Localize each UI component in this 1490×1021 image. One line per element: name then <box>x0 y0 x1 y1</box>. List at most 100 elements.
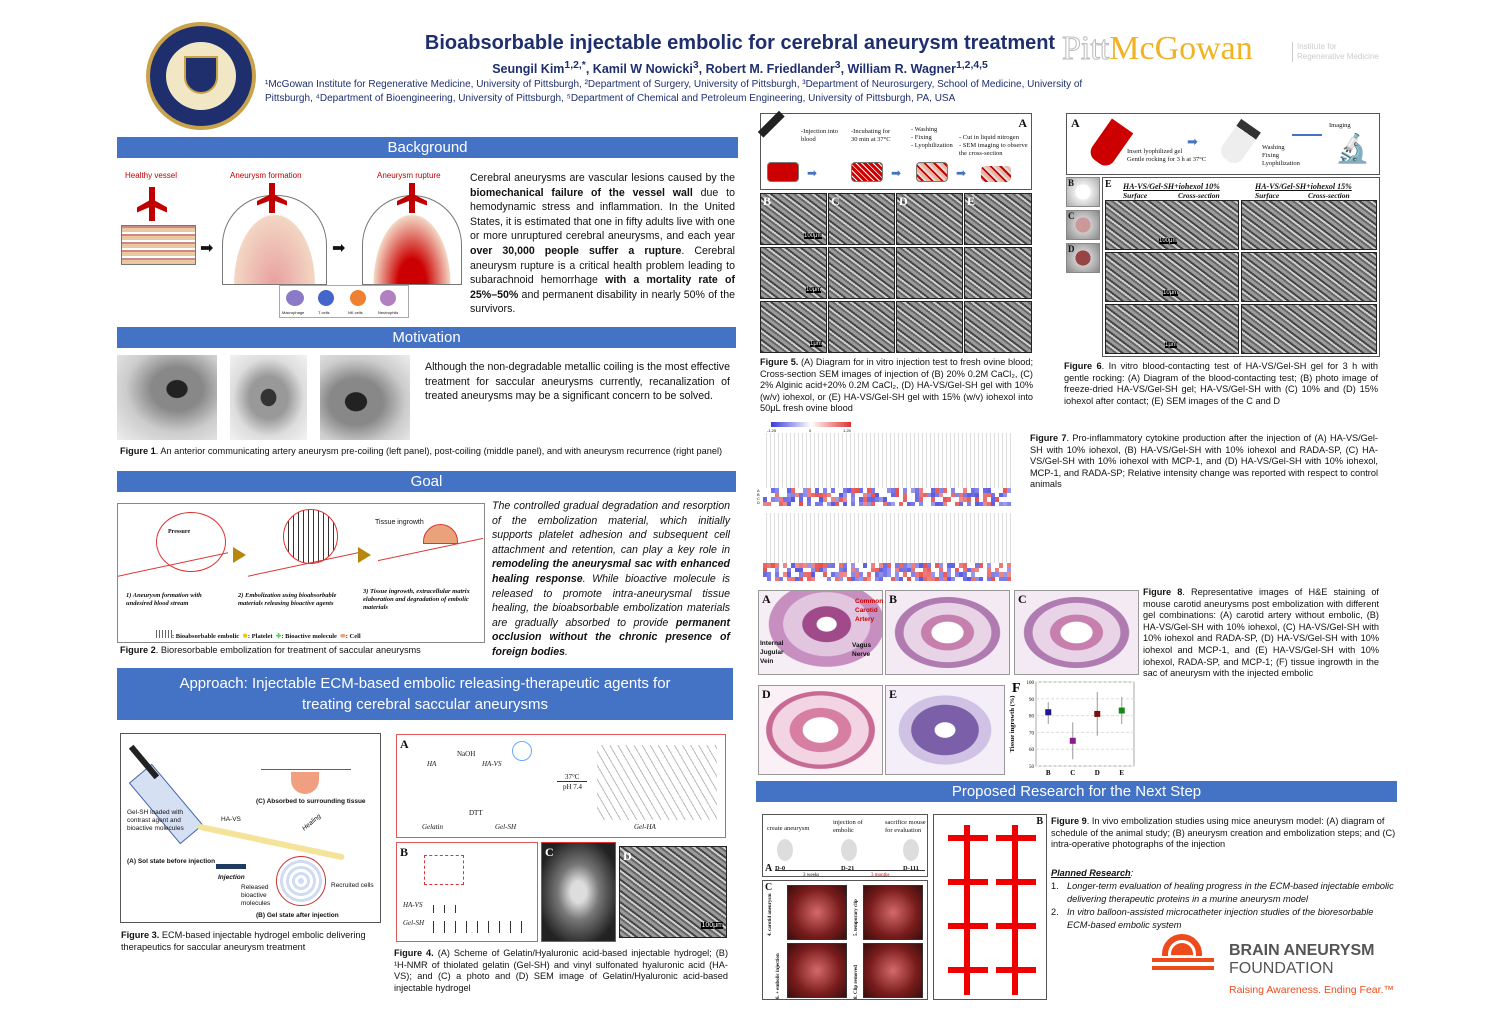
heatmap-cell <box>939 572 943 577</box>
heatmap-cell <box>771 488 775 493</box>
heatmap-cell <box>943 572 947 577</box>
heatmap-cell <box>899 576 903 581</box>
heatmap-cell <box>815 497 819 502</box>
heatmap-cell <box>811 563 815 568</box>
heatmap-cell <box>827 572 831 577</box>
heatmap-cell <box>767 563 771 568</box>
heatmap-cell <box>1007 576 1011 581</box>
heatmap-cell <box>811 492 815 497</box>
heatmap-cell <box>907 576 911 581</box>
heatmap-cell <box>815 501 819 506</box>
heatmap-cell <box>947 563 951 568</box>
heatmap-cell <box>903 563 907 568</box>
figure-3: Gel-SH loaded with contrast agent and bi… <box>120 733 381 923</box>
figure-6-photos: B C D <box>1066 177 1100 357</box>
heatmap-cell <box>867 492 871 497</box>
heatmap-cell <box>863 563 867 568</box>
heatmap-cell <box>811 501 815 506</box>
heatmap-cell <box>987 572 991 577</box>
heatmap-cell <box>939 567 943 572</box>
heatmap-cell <box>951 563 955 568</box>
heatmap-cell <box>887 488 891 493</box>
y-tick-label: 90 <box>1029 698 1035 703</box>
heatmap-cell <box>791 497 795 502</box>
heatmap-cell <box>979 497 983 502</box>
heatmap-cell <box>951 492 955 497</box>
authors: Seungil Kim1,2,*, Kamil W Nowicki3, Robe… <box>492 60 988 77</box>
heatmap-cell <box>839 501 843 506</box>
plot-area <box>1035 681 1135 767</box>
heatmap-cell <box>919 563 923 568</box>
data-point <box>1094 710 1101 717</box>
heatmap-cell <box>855 501 859 506</box>
heatmap-cell <box>799 488 803 493</box>
heatmap-cell <box>967 567 971 572</box>
heatmap-cell <box>931 497 935 502</box>
heatmap-cell <box>987 567 991 572</box>
planned-item: In vitro balloon-assisted microcatheter … <box>1067 907 1374 930</box>
heatmap-cell <box>771 567 775 572</box>
heatmap-cell <box>863 567 867 572</box>
heatmap-cell <box>879 492 883 497</box>
heatmap-cell <box>955 497 959 502</box>
heatmap-cell <box>927 497 931 502</box>
heatmap-cell <box>811 488 815 493</box>
figure-8d-histology: D <box>758 685 883 775</box>
heatmap-cell <box>903 576 907 581</box>
heatmap-cell <box>1003 497 1007 502</box>
heatmap-cell <box>1007 492 1011 497</box>
planned-research: Planned Research: 1. Longer-term evaluati… <box>1051 867 1396 932</box>
heatmap-cell <box>867 572 871 577</box>
heatmap-cell <box>999 497 1003 502</box>
heatmap-cell <box>891 572 895 577</box>
heatmap-cell <box>847 567 851 572</box>
heatmap-cell <box>827 497 831 502</box>
figure-8c-histology: C <box>1014 590 1139 675</box>
heatmap-cell <box>967 492 971 497</box>
heatmap-cell <box>823 567 827 572</box>
heatmap-cell <box>947 576 951 581</box>
heatmap-cell <box>835 572 839 577</box>
heatmap-cell <box>903 488 907 493</box>
heatmap-cell <box>959 563 963 568</box>
heatmap-cell <box>839 567 843 572</box>
heatmap-cell <box>931 576 935 581</box>
y-tick-label: 100 <box>1027 681 1035 686</box>
heatmap-cell <box>827 488 831 493</box>
section-motivation-heading: Motivation <box>117 327 736 348</box>
heatmap-cell <box>947 492 951 497</box>
heatmap-cell <box>923 497 927 502</box>
heatmap-cell <box>807 492 811 497</box>
heatmap-cell <box>855 567 859 572</box>
heatmap-cell <box>879 567 883 572</box>
heatmap-cell <box>807 576 811 581</box>
heatmap-cell <box>1003 501 1007 506</box>
heatmap-cell <box>835 576 839 581</box>
figure-5-caption: Figure 5. (A) Diagram for in vitro injec… <box>760 357 1033 414</box>
heatmap-cell <box>971 576 975 581</box>
heatmap-cell <box>935 567 939 572</box>
heatmap-cell <box>875 492 879 497</box>
heatmap-cell <box>983 567 987 572</box>
heatmap-cell <box>811 497 815 502</box>
heatmap-cell <box>903 567 907 572</box>
heatmap-cell <box>783 563 787 568</box>
heatmap-cell <box>787 497 791 502</box>
data-point <box>1045 709 1052 716</box>
heatmap-cell <box>923 576 927 581</box>
heatmap-cell <box>987 488 991 493</box>
heatmap-cell <box>763 492 767 497</box>
heatmap-cell <box>787 563 791 568</box>
heatmap-cell <box>883 488 887 493</box>
heatmap-cell <box>779 497 783 502</box>
heatmap-cell <box>919 576 923 581</box>
heatmap-cell <box>871 492 875 497</box>
heatmap-cell <box>959 567 963 572</box>
heatmap-cell <box>887 501 891 506</box>
heatmap-cell <box>839 492 843 497</box>
heatmap-cell <box>999 492 1003 497</box>
heatmap-cell <box>775 572 779 577</box>
heatmap-cell <box>835 497 839 502</box>
chart-panel-label: F <box>1012 681 1021 696</box>
heatmap-cell <box>771 563 775 568</box>
